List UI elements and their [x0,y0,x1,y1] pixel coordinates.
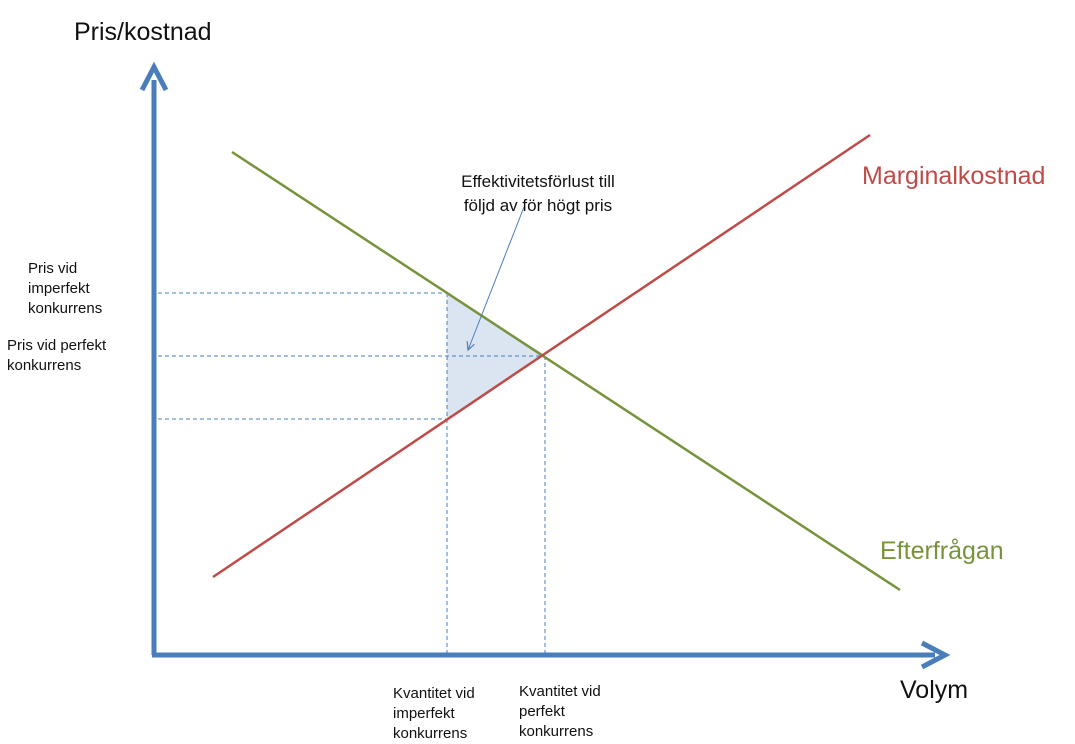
price-label-imperfect-line-3: konkurrens [28,300,103,317]
demand-label: Efterfrågan [880,537,1004,565]
price-label-imperfect-line-1: Pris vid [28,260,78,277]
annotation-pointer-arrow [468,206,525,350]
price-label-perfect: Pris vid perfekt konkurrens [7,336,106,376]
quantity-label-perfect-line-2: perfekt [519,703,565,720]
demand-curve [231,150,901,592]
quantity-label-imperfect-line-3: konkurrens [393,725,468,742]
quantity-label-perfect-line-1: Kvantitet vid [519,683,601,700]
x-axis-title: Volym [900,676,969,704]
price-label-imperfect-line-2: imperfekt [28,280,90,297]
x-axis-arrowhead [920,640,951,670]
annotation-line-1: Effektivitetsförlust till [461,172,615,191]
marginal-cost-label: Marginalkostnad [862,162,1046,190]
price-label-perfect-line-2: konkurrens [7,357,82,374]
marginal-cost-curve [212,133,871,579]
y-axis-arrowhead [139,61,169,92]
price-label-imperfect: Pris vid imperfekt konkurrens [28,259,102,319]
annotation-line-2: följd av för högt pris [463,196,613,215]
quantity-label-perfect-line-3: konkurrens [519,723,594,740]
quantity-label-imperfect-line-1: Kvantitet vid [393,685,475,702]
quantity-label-imperfect-line-2: imperfekt [393,705,455,722]
price-label-perfect-line-1: Pris vid perfekt [7,337,107,354]
quantity-label-perfect: Kvantitet vid perfekt konkurrens [519,682,601,742]
quantity-label-imperfect: Kvantitet vid imperfekt konkurrens [393,684,475,744]
y-axis-title: Pris/kostnad [74,18,212,46]
deadweight-loss-annotation: Effektivitetsförlust till följd av för h… [418,170,658,218]
